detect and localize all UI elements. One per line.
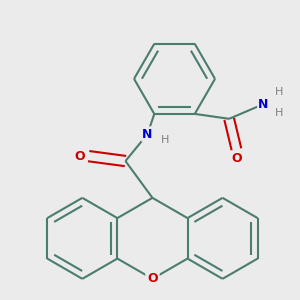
Text: H: H — [275, 87, 284, 97]
Text: O: O — [231, 152, 242, 165]
Text: O: O — [147, 272, 158, 285]
Text: H: H — [275, 108, 284, 118]
Text: N: N — [258, 98, 269, 111]
Text: O: O — [75, 150, 86, 163]
Text: N: N — [142, 128, 153, 141]
Text: H: H — [160, 135, 169, 145]
